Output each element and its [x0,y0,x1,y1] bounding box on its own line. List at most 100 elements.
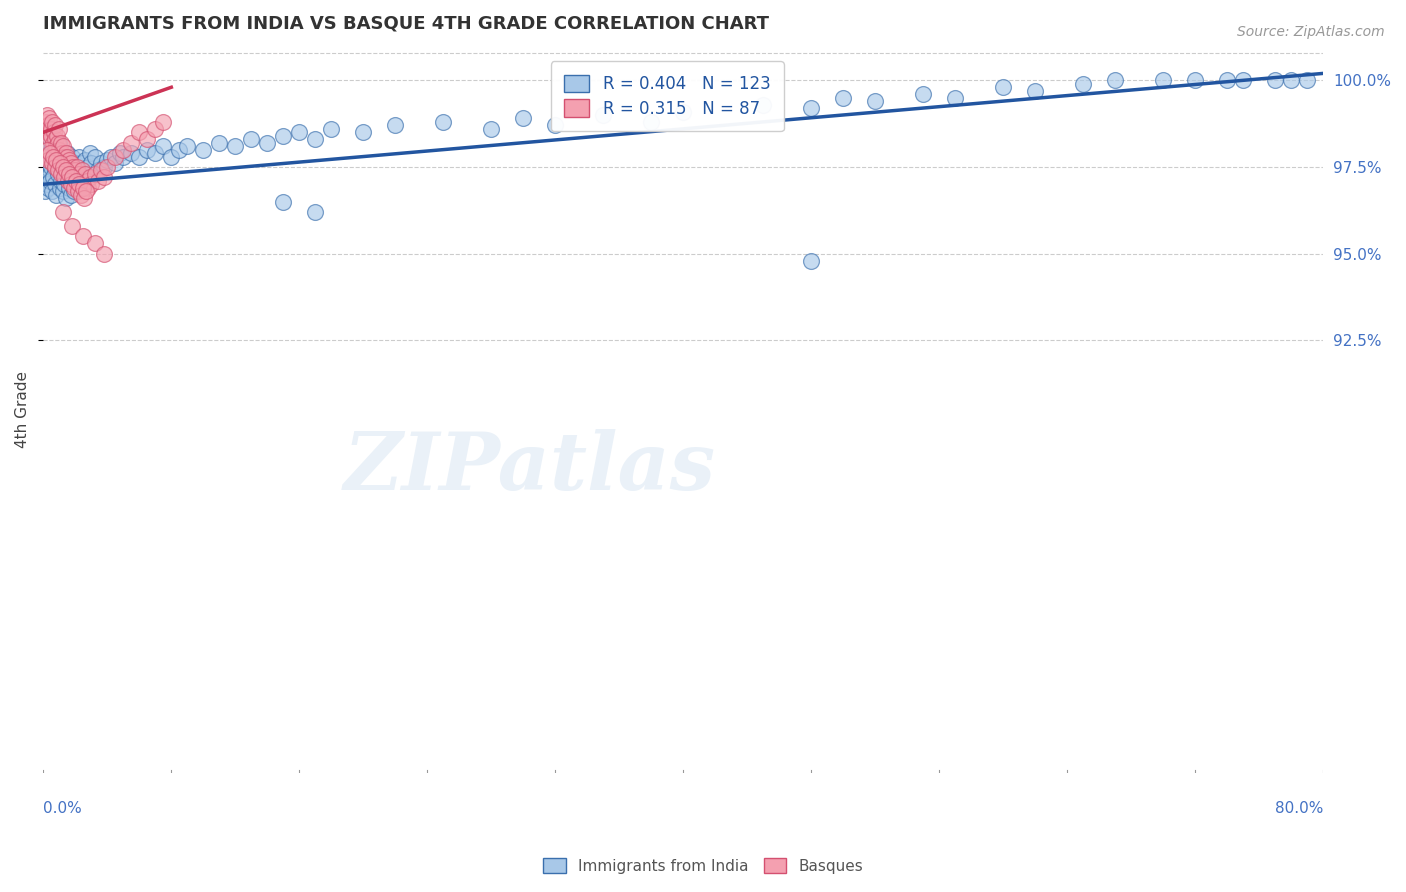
Point [136,132,159,146]
Point [58,167,80,181]
Point [55,163,77,178]
Point [65,167,87,181]
Point [38,132,60,146]
Point [69,170,91,185]
Point [38,167,60,181]
Point [1104,73,1126,87]
Point [943,90,966,104]
Point [59,153,82,167]
Point [55,160,77,174]
Point [55,146,77,161]
Point [35,150,58,164]
Point [52,184,75,198]
Point [45,128,67,143]
Point [51,178,73,192]
Point [41,156,63,170]
Point [90,156,112,170]
Point [208,136,231,150]
Point [62,163,84,178]
Point [38,112,60,126]
Point [63,184,86,198]
Point [62,170,84,185]
Point [77,180,100,194]
Point [62,178,84,192]
Point [37,119,59,133]
Point [240,132,263,146]
Point [128,150,150,164]
Point [152,139,174,153]
Point [90,163,112,178]
Point [93,170,115,185]
Point [58,180,80,194]
Point [176,139,198,153]
Point [63,163,86,178]
Point [41,139,63,153]
Point [37,156,59,170]
Point [77,160,100,174]
Point [37,153,59,167]
Point [48,180,70,194]
Point [63,180,86,194]
Point [51,174,73,188]
Point [73,167,96,181]
Point [49,136,72,150]
Point [79,170,101,185]
Point [45,139,67,153]
Point [672,104,695,119]
Point [112,150,135,164]
Point [87,163,110,178]
Point [800,253,823,268]
Point [70,163,93,178]
Point [72,180,94,194]
Point [1296,73,1319,87]
Point [55,146,77,161]
Point [46,167,69,181]
Point [45,153,67,167]
Point [1184,73,1206,87]
Point [55,191,77,205]
Point [67,150,90,164]
Point [34,170,56,185]
Point [256,136,278,150]
Point [37,143,59,157]
Point [352,125,374,139]
Point [53,170,76,185]
Point [41,128,63,143]
Point [304,205,326,219]
Point [79,146,101,161]
Legend: Immigrants from India, Basques: Immigrants from India, Basques [537,852,869,880]
Point [56,160,79,174]
Point [45,170,67,185]
Text: 0.0%: 0.0% [44,801,82,816]
Text: Source: ZipAtlas.com: Source: ZipAtlas.com [1237,25,1385,39]
Point [35,178,58,192]
Point [34,184,56,198]
Point [42,150,65,164]
Point [59,156,82,170]
Point [65,170,87,185]
Point [41,184,63,198]
Point [56,163,79,178]
Point [44,119,66,133]
Point [865,94,887,108]
Point [44,163,66,178]
Point [120,146,142,161]
Point [1264,73,1286,87]
Point [136,143,159,157]
Point [800,101,823,115]
Point [321,121,343,136]
Point [42,153,65,167]
Point [60,219,83,233]
Point [49,150,72,164]
Point [66,160,89,174]
Point [51,146,73,161]
Point [45,150,67,164]
Point [35,115,58,129]
Point [75,184,97,198]
Point [70,156,93,170]
Point [912,87,935,102]
Point [112,143,135,157]
Point [44,178,66,192]
Point [46,136,69,150]
Point [38,136,60,150]
